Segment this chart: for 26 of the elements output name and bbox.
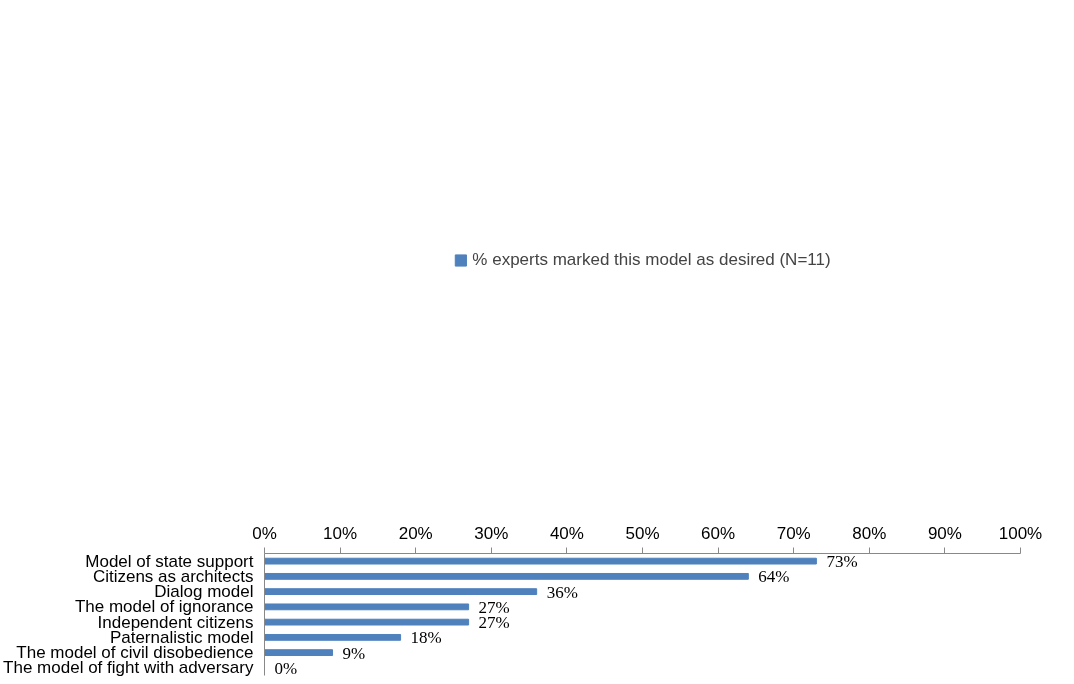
x-tick-label: 90% <box>927 523 962 543</box>
x-tick-label: 70% <box>776 523 811 543</box>
data-label: 73% <box>826 552 858 572</box>
data-label: 18% <box>410 628 442 648</box>
data-label: 36% <box>546 582 578 602</box>
bar <box>264 603 470 611</box>
x-tick-label: 0% <box>252 523 277 543</box>
legend-label: % experts marked this model as desired (N=11) <box>472 249 831 270</box>
x-tick-label: 50% <box>625 523 660 543</box>
data-label: 64% <box>758 567 790 587</box>
bar <box>264 618 470 626</box>
bar <box>264 649 334 657</box>
x-tick-label: 40% <box>549 523 584 543</box>
x-tick-label: 80% <box>852 523 887 543</box>
bar <box>264 588 538 596</box>
data-label: 9% <box>342 643 366 663</box>
x-tick-label: 10% <box>323 523 358 543</box>
x-tick-label: 100% <box>998 523 1043 543</box>
y-tick-label: The model of fight with adversary <box>3 658 254 678</box>
bar <box>264 633 402 641</box>
bar <box>264 557 817 565</box>
x-tick-label: 20% <box>398 523 433 543</box>
data-label: 0% <box>274 658 298 678</box>
bar <box>264 572 749 580</box>
x-tick-label: 30% <box>474 523 509 543</box>
x-tick-label: 60% <box>701 523 736 543</box>
